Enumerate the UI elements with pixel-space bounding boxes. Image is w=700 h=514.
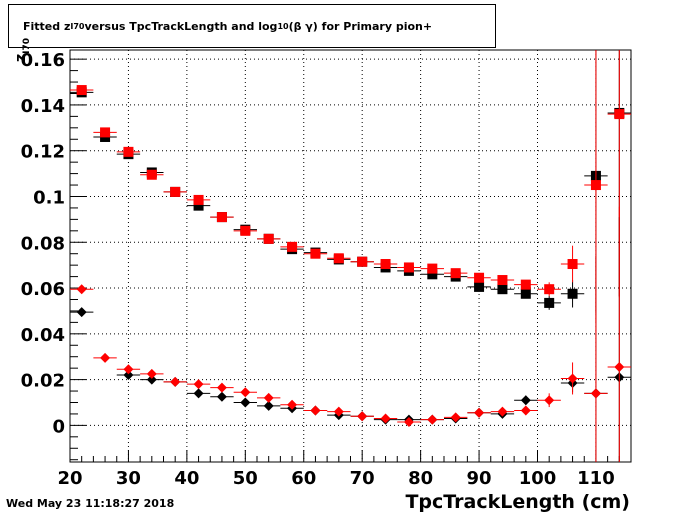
data-point-square <box>567 259 578 270</box>
data-point-square <box>123 146 134 157</box>
data-point-square <box>193 200 204 211</box>
y-tick-label: 0.12 <box>21 142 65 163</box>
data-point-diamond <box>76 284 87 295</box>
x-tick-label: 90 <box>467 468 492 489</box>
data-point-square <box>450 268 461 279</box>
y-tick-label: 0.1 <box>33 187 65 208</box>
data-point-diamond <box>287 399 298 410</box>
y-tick-label: 0 <box>52 416 65 437</box>
datestamp: Wed May 23 11:18:27 2018 <box>6 497 175 510</box>
x-tick-label: 60 <box>291 468 316 489</box>
data-point-square <box>403 262 414 273</box>
data-point-square <box>497 275 508 286</box>
x-tick-label: 50 <box>233 468 258 489</box>
data-point-diamond <box>100 352 111 363</box>
data-point-diamond <box>123 370 134 381</box>
data-point-diamond <box>193 379 204 390</box>
data-point-square <box>170 186 181 197</box>
data-point-diamond <box>240 397 251 408</box>
title-prefix: Fitted z <box>23 19 71 33</box>
x-tick-label: 110 <box>577 468 615 489</box>
data-point-square <box>76 85 87 96</box>
data-point-square <box>427 269 438 280</box>
data-point-diamond <box>240 387 251 398</box>
data-point-diamond <box>310 405 321 416</box>
data-point-diamond <box>357 411 368 422</box>
y-axis-label: zI70 <box>13 37 32 62</box>
data-point-diamond <box>263 400 274 411</box>
data-point-diamond <box>590 388 601 399</box>
series-3 <box>70 206 631 462</box>
data-point-diamond <box>497 406 508 417</box>
data-point-square <box>100 127 111 138</box>
data-point-diamond <box>474 407 485 418</box>
y-tick-label: 0.04 <box>21 325 65 346</box>
data-point-square <box>240 225 251 236</box>
series-layer <box>70 50 631 462</box>
data-point-square <box>380 259 391 270</box>
x-tick-label: 100 <box>519 468 557 489</box>
x-tick-label: 80 <box>408 468 433 489</box>
data-point-square <box>287 241 298 252</box>
data-point-diamond <box>544 395 555 406</box>
y-tick-label: 0.06 <box>21 279 65 300</box>
data-point-diamond <box>193 388 204 399</box>
data-point-square <box>427 263 438 274</box>
axis-layer: 20 30 40 50 60 70 80 90 100 110 0 0.02 0.04 0.06 0.08 0… <box>21 49 632 489</box>
data-point-diamond <box>403 416 414 427</box>
x-axis-label: TpcTrackLength (cm) <box>405 491 630 513</box>
title-sub-10: 10 <box>277 21 289 31</box>
data-point-diamond <box>380 413 391 424</box>
data-point-diamond <box>614 362 625 373</box>
data-point-diamond <box>567 373 578 384</box>
y-tick-label: 0.14 <box>21 96 65 117</box>
data-point-square <box>310 248 321 259</box>
data-point-square <box>474 272 485 283</box>
data-point-diamond <box>76 307 87 318</box>
data-point-diamond <box>520 405 531 416</box>
chart-title: Fitted z I70 versus TpcTrackLength and lo… <box>8 4 496 48</box>
data-point-diamond <box>520 395 531 406</box>
x-tick-label: 30 <box>116 468 141 489</box>
data-point-square <box>216 212 227 223</box>
data-point-square <box>333 253 344 264</box>
data-point-square <box>497 284 508 295</box>
data-point-diamond <box>333 406 344 417</box>
data-point-diamond <box>216 382 227 393</box>
x-tick-label: 20 <box>57 468 82 489</box>
y-tick-label: 0.02 <box>21 371 65 392</box>
title-middle: versus TpcTrackLength and log <box>84 19 278 33</box>
data-point-square <box>520 279 531 290</box>
data-point-diamond <box>123 364 134 375</box>
data-point-square <box>193 194 204 205</box>
data-point-diamond <box>216 391 227 402</box>
data-point-square <box>263 233 274 244</box>
data-point-square <box>567 288 578 299</box>
series-1 <box>70 50 631 323</box>
data-point-diamond <box>263 392 274 403</box>
data-point-square <box>474 281 485 292</box>
data-point-square <box>614 109 625 120</box>
x-tick-label: 40 <box>174 468 199 489</box>
data-point-square <box>590 180 601 191</box>
y-tick-label: 0.16 <box>21 50 65 71</box>
data-point-diamond <box>450 412 461 423</box>
data-point-square <box>544 297 555 308</box>
title-suffix: (β γ) for Primary pion+ <box>288 19 433 33</box>
data-point-square <box>146 169 157 180</box>
data-point-diamond <box>427 414 438 425</box>
series-0 <box>70 50 631 314</box>
x-tick-label: 70 <box>350 468 375 489</box>
data-point-square <box>544 284 555 295</box>
y-tick-label: 0.08 <box>21 233 65 254</box>
data-point-diamond <box>146 374 157 385</box>
data-point-diamond <box>170 376 181 387</box>
data-point-square <box>520 288 531 299</box>
data-point-square <box>357 256 368 267</box>
data-point-diamond <box>146 368 157 379</box>
title-sub-i70: I70 <box>70 21 85 31</box>
